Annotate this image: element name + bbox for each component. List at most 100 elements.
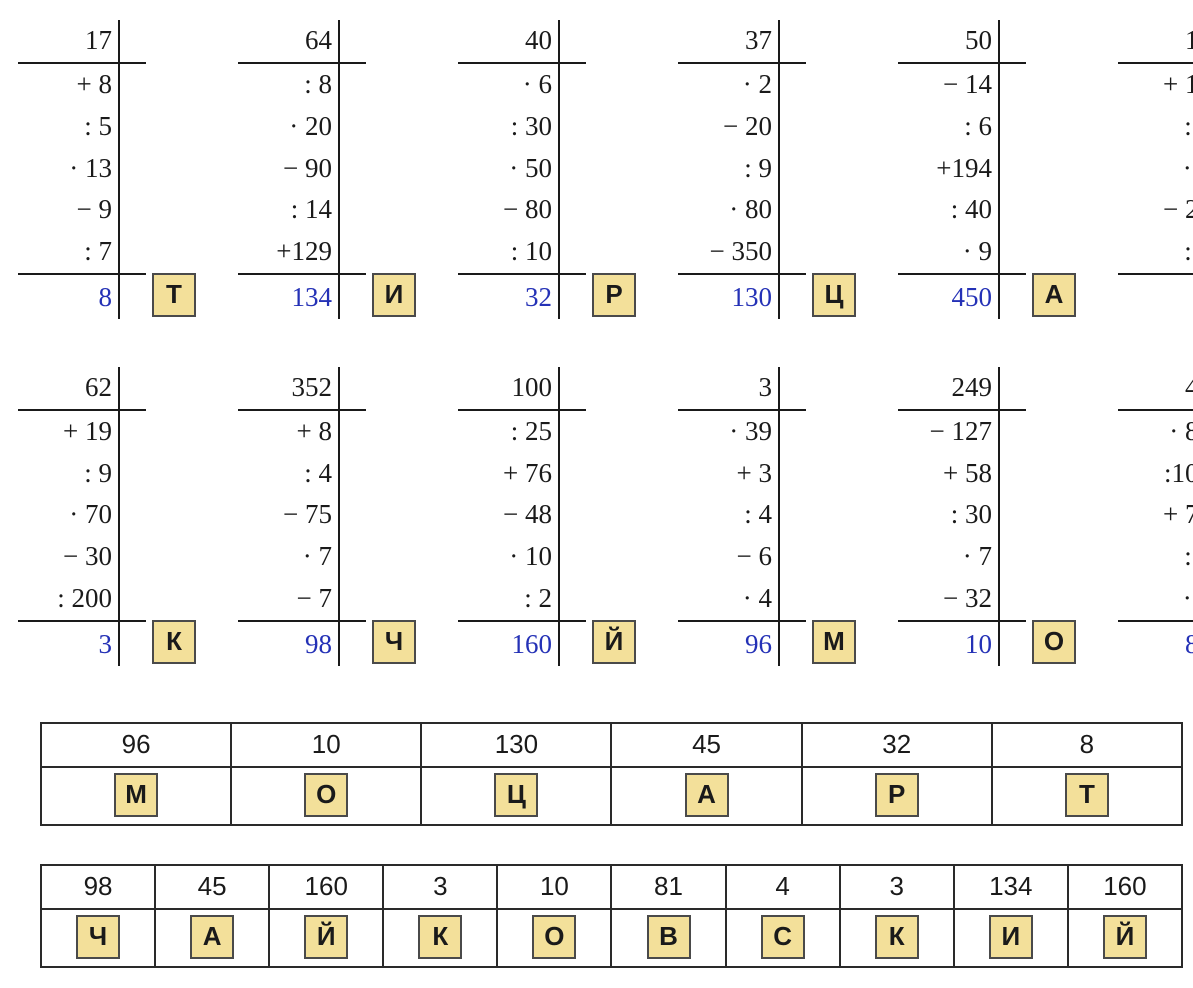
chain-operation: − 32 — [898, 578, 1000, 620]
calc-chain-body: 64: 8· 20− 90: 14+129134 — [238, 20, 366, 319]
answer-number-cell: 45 — [155, 865, 269, 909]
letter-chip: А — [1032, 273, 1076, 317]
chain-operation: · 2 — [678, 64, 780, 106]
letter-chip: Р — [592, 273, 636, 317]
chain-operation: − 48 — [458, 494, 560, 536]
chain-result: 130 — [678, 275, 780, 319]
chain-result: 134 — [238, 275, 340, 319]
letter-chip: М — [812, 620, 856, 664]
letter-chip: Р — [875, 773, 919, 817]
chain-operation: − 90 — [238, 148, 340, 190]
letter-chip: Ч — [76, 915, 120, 959]
calc-chain-body: 62+ 19: 9· 70− 30: 2003 — [18, 367, 146, 666]
answer-letter-cell: Р — [802, 767, 992, 825]
letter-chip: С — [761, 915, 805, 959]
answer-letter-cell: Й — [269, 909, 383, 967]
chain-operation: + 19 — [18, 411, 120, 453]
answer-number-cell: 134 — [954, 865, 1068, 909]
answer-number-cell: 10 — [497, 865, 611, 909]
answer-word-table: 98451603108143134160ЧАЙКОВСКИЙ — [40, 864, 1183, 968]
answer-number-cell: 3 — [840, 865, 954, 909]
chain-operation: : 9 — [18, 453, 120, 495]
chain-result: 160 — [458, 622, 560, 666]
chain-operation: : 40 — [898, 189, 1000, 231]
letter-chip: Й — [1103, 915, 1147, 959]
answer-letter-cell: В — [611, 909, 725, 967]
letter-chip: И — [989, 915, 1033, 959]
chain-operation: · 70 — [18, 494, 120, 536]
answer-letter-cell: Й — [1068, 909, 1182, 967]
answer-letter-cell: И — [954, 909, 1068, 967]
calc-chain: 3· 39+ 3: 4− 6· 496М — [678, 367, 856, 666]
chain-start-value: 64 — [238, 20, 340, 64]
chain-operation: · 4 — [678, 578, 780, 620]
letter-chip: К — [875, 915, 919, 959]
letter-chip: Ц — [494, 773, 538, 817]
chain-operation: : 9 — [678, 148, 780, 190]
chain-operation: : 8 — [238, 64, 340, 106]
letter-chip: О — [532, 915, 576, 959]
calc-chain-body: 18+ 12: 5· 7− 26: 44 — [1118, 20, 1193, 319]
letter-chip: Ц — [812, 273, 856, 317]
calc-chain: 17+ 8: 5· 13− 9: 78Т — [18, 20, 196, 319]
calc-chain-body: 40· 80:100+ 76: 4· 381 — [1118, 367, 1193, 666]
chain-result: 4 — [1118, 275, 1193, 319]
chain-operation: :100 — [1118, 453, 1193, 495]
calc-chain-body: 17+ 8: 5· 13− 9: 78 — [18, 20, 146, 319]
chain-operation: +129 — [238, 231, 340, 273]
chain-operation: − 75 — [238, 494, 340, 536]
chain-operation: − 127 — [898, 411, 1000, 453]
chain-operation: : 200 — [18, 578, 120, 620]
chain-operation: : 4 — [1118, 536, 1193, 578]
chain-result: 81 — [1118, 622, 1193, 666]
calc-chain-body: 249− 127+ 58: 30· 7− 3210 — [898, 367, 1026, 666]
answer-number-cell: 45 — [611, 723, 801, 767]
chain-result: 98 — [238, 622, 340, 666]
chain-start-value: 3 — [678, 367, 780, 411]
answer-number-cell: 98 — [41, 865, 155, 909]
chain-operation: − 26 — [1118, 189, 1193, 231]
chain-start-value: 249 — [898, 367, 1000, 411]
letter-chip: М — [114, 773, 158, 817]
letter-chip: Т — [152, 273, 196, 317]
calc-chain: 40· 80:100+ 76: 4· 381В — [1118, 367, 1193, 666]
chain-operation: · 7 — [898, 536, 1000, 578]
answer-number-cell: 130 — [421, 723, 611, 767]
chain-operation: : 4 — [678, 494, 780, 536]
chain-row: 17+ 8: 5· 13− 9: 78Т64: 8· 20− 90: 14+12… — [10, 20, 1183, 319]
answer-number-cell: 10 — [231, 723, 421, 767]
chain-operation: : 2 — [458, 578, 560, 620]
chain-start-value: 50 — [898, 20, 1000, 64]
answer-number-cell: 32 — [802, 723, 992, 767]
chain-result: 450 — [898, 275, 1000, 319]
answer-number-cell: 4 — [726, 865, 840, 909]
chain-operation: − 14 — [898, 64, 1000, 106]
chain-operation: · 39 — [678, 411, 780, 453]
chain-operation: : 30 — [458, 106, 560, 148]
calc-chain: 64: 8· 20− 90: 14+129134И — [238, 20, 416, 319]
chain-result: 8 — [18, 275, 120, 319]
letter-chip: В — [647, 915, 691, 959]
calc-chain-body: 40· 6: 30· 50− 80: 1032 — [458, 20, 586, 319]
calc-chain-body: 3· 39+ 3: 4− 6· 496 — [678, 367, 806, 666]
chain-operation: · 80 — [678, 189, 780, 231]
chain-operation: − 30 — [18, 536, 120, 578]
letter-chip: Й — [304, 915, 348, 959]
answer-number-cell: 96 — [41, 723, 231, 767]
answer-letter-cell: Т — [992, 767, 1182, 825]
chain-result: 32 — [458, 275, 560, 319]
chain-start-value: 37 — [678, 20, 780, 64]
letter-chip: К — [418, 915, 462, 959]
chain-operation: · 20 — [238, 106, 340, 148]
letter-chip: Й — [592, 620, 636, 664]
letter-chip: Ч — [372, 620, 416, 664]
chain-start-value: 40 — [458, 20, 560, 64]
chain-operation: + 12 — [1118, 64, 1193, 106]
calc-chain-body: 352+ 8: 4− 75· 7− 798 — [238, 367, 366, 666]
chain-start-value: 40 — [1118, 367, 1193, 411]
chain-operation: + 8 — [238, 411, 340, 453]
letter-chip: А — [685, 773, 729, 817]
calc-chain: 37· 2− 20: 9· 80− 350130Ц — [678, 20, 856, 319]
answer-number-cell: 160 — [269, 865, 383, 909]
chain-operation: − 6 — [678, 536, 780, 578]
